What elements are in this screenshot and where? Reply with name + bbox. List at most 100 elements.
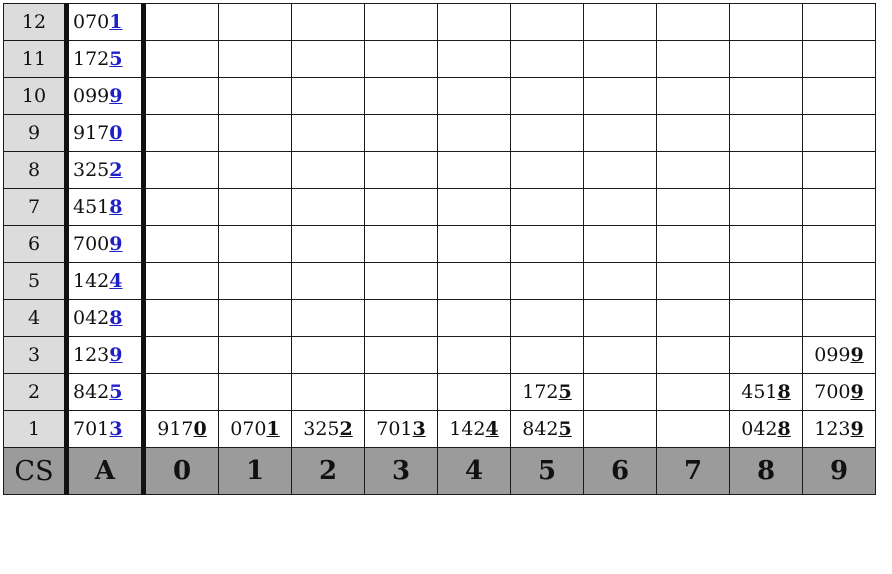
bucket-header-2: 2	[291, 447, 365, 495]
number-value: 8425	[522, 418, 572, 440]
bucket-cell	[802, 77, 876, 115]
input-array-cell: 0999	[64, 77, 146, 115]
bucket-cell	[802, 262, 876, 300]
bucket-cell	[802, 225, 876, 263]
bucket-cell	[437, 77, 511, 115]
number-key-digit: 0	[193, 418, 207, 440]
number-key-digit: 2	[109, 159, 123, 181]
bucket-cell	[291, 3, 365, 41]
input-array-cell: 7009	[64, 225, 146, 263]
bucket-cell	[656, 77, 730, 115]
bucket-cell	[437, 336, 511, 374]
number-leading-digits: 123	[73, 344, 110, 366]
bucket-cell	[143, 114, 219, 152]
bucket-cell	[291, 151, 365, 189]
row-index-label: 9	[3, 114, 67, 152]
grid-row: 7 4518	[3, 188, 876, 226]
number-key-digit: 5	[109, 381, 123, 403]
input-array-cell: 1424	[64, 262, 146, 300]
bucket-cell	[729, 3, 803, 41]
number-value: 4518	[73, 196, 123, 218]
number-value: 7013	[73, 418, 123, 440]
number-value: 8425	[73, 381, 123, 403]
bucket-cell	[583, 40, 657, 78]
number-value: 7009	[814, 381, 864, 403]
bucket-cell	[583, 299, 657, 337]
bucket-cell	[656, 151, 730, 189]
bucket-cell	[802, 151, 876, 189]
bucket-cell	[143, 77, 219, 115]
bucket-cell	[510, 40, 584, 78]
bucket-header-6: 6	[583, 447, 657, 495]
bucket-cell	[729, 336, 803, 374]
bucket-cell	[364, 151, 438, 189]
number-leading-digits: 917	[73, 122, 110, 144]
bucket-cell	[291, 40, 365, 78]
corner-label: CS	[3, 447, 67, 495]
bucket-cell	[583, 262, 657, 300]
bucket-cell	[802, 40, 876, 78]
number-leading-digits: 325	[303, 418, 340, 440]
number-leading-digits: 451	[741, 381, 778, 403]
input-array-cell: 1239	[64, 336, 146, 374]
bucket-cell	[437, 40, 511, 78]
bucket-cell	[291, 225, 365, 263]
bucket-cell	[656, 40, 730, 78]
bucket-cell	[218, 262, 292, 300]
grid-row: 1 7013 9170 0701 3252 7013 1424 8425 0428 1239	[3, 410, 876, 448]
bucket-cell	[583, 151, 657, 189]
number-key-digit: 5	[558, 381, 572, 403]
bucket-cell	[656, 299, 730, 337]
input-array-cell: 9170	[64, 114, 146, 152]
bucket-cell: 7009	[802, 373, 876, 411]
input-array-cell: 4518	[64, 188, 146, 226]
bucket-cell	[510, 299, 584, 337]
number-key-digit: 0	[109, 122, 123, 144]
bucket-cell	[218, 151, 292, 189]
input-array-cell: 1725	[64, 40, 146, 78]
bucket-cell: 8425	[510, 410, 584, 448]
number-key-digit: 3	[412, 418, 426, 440]
bucket-cell: 3252	[291, 410, 365, 448]
number-leading-digits: 099	[73, 85, 110, 107]
bucket-cell	[583, 225, 657, 263]
bucket-cell	[802, 114, 876, 152]
bucket-header-3: 3	[364, 447, 438, 495]
bucket-cell	[656, 410, 730, 448]
row-index-label: 2	[3, 373, 67, 411]
bucket-header-5: 5	[510, 447, 584, 495]
number-leading-digits: 842	[73, 381, 110, 403]
bucket-cell	[143, 151, 219, 189]
bucket-cell: 0701	[218, 410, 292, 448]
bucket-header-8: 8	[729, 447, 803, 495]
bucket-header-9: 9	[802, 447, 876, 495]
bucket-cell	[656, 3, 730, 41]
row-index-label: 5	[3, 262, 67, 300]
bucket-cell	[729, 151, 803, 189]
number-value: 1239	[73, 344, 123, 366]
input-array-cell: 7013	[64, 410, 146, 448]
grid-row: 12 0701	[3, 3, 876, 41]
bucket-cell: 7013	[364, 410, 438, 448]
bucket-cell: 9170	[143, 410, 219, 448]
number-leading-digits: 099	[814, 344, 851, 366]
bucket-cell	[583, 373, 657, 411]
grid-row: 2 8425 1725 4518 7009	[3, 373, 876, 411]
number-key-digit: 9	[850, 418, 864, 440]
bucket-cell	[510, 188, 584, 226]
bucket-cell	[437, 225, 511, 263]
bucket-cell	[364, 262, 438, 300]
number-key-digit: 8	[777, 418, 791, 440]
bucket-cell	[437, 151, 511, 189]
bucket-cell	[437, 114, 511, 152]
bucket-cell	[729, 114, 803, 152]
number-value: 1239	[814, 418, 864, 440]
number-value: 7013	[376, 418, 426, 440]
bucket-cell	[218, 114, 292, 152]
radix-sort-grid: 12 0701 11 1725 10 0999 9 9170 8 3252 7 4518 6 7009 5 1…	[3, 3, 876, 495]
bucket-cell	[143, 262, 219, 300]
bucket-cell	[364, 373, 438, 411]
bucket-cell	[583, 77, 657, 115]
bucket-cell	[291, 336, 365, 374]
number-leading-digits: 172	[522, 381, 559, 403]
